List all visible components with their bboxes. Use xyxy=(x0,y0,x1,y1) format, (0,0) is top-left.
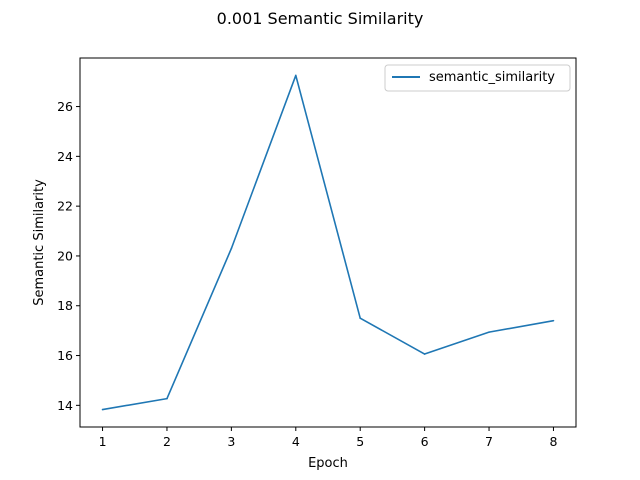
x-tick-label: 6 xyxy=(421,434,429,449)
y-tick-label: 22 xyxy=(57,199,73,214)
series-line-semantic-similarity xyxy=(102,74,554,411)
data-point xyxy=(552,319,555,322)
data-point xyxy=(230,247,233,250)
y-tick-label: 24 xyxy=(57,149,73,164)
y-tick-label: 18 xyxy=(57,298,73,313)
x-tick-label: 5 xyxy=(356,434,364,449)
data-point xyxy=(166,397,168,400)
y-tick-label: 16 xyxy=(57,348,73,363)
x-tick-label: 2 xyxy=(163,434,171,449)
y-axis-label: Semantic Similarity xyxy=(32,179,47,306)
data-point xyxy=(423,353,426,355)
series-group xyxy=(101,74,555,411)
legend: semantic_similarity xyxy=(384,64,571,92)
data-point xyxy=(101,408,104,411)
chart-title: 0.001 Semantic Similarity xyxy=(217,9,424,28)
legend-label-semantic-similarity: semantic_similarity xyxy=(429,70,555,85)
x-axis-label: Epoch xyxy=(308,456,348,471)
y-axis-ticks: 14 16 18 20 22 24 26 xyxy=(57,99,80,413)
x-tick-label: 1 xyxy=(99,434,107,449)
x-tick-label: 4 xyxy=(292,434,300,449)
data-point xyxy=(488,331,490,333)
y-tick-label: 14 xyxy=(57,398,73,413)
x-tick-label: 7 xyxy=(485,434,493,449)
data-point xyxy=(359,317,362,319)
legend-box xyxy=(384,64,571,92)
plot-area-frame xyxy=(79,57,577,428)
y-tick-label: 20 xyxy=(57,248,73,263)
y-tick-label: 26 xyxy=(57,99,73,114)
data-point xyxy=(294,74,297,77)
x-tick-label: 8 xyxy=(549,434,557,449)
x-tick-label: 3 xyxy=(227,434,235,449)
x-axis-ticks: 1 2 3 4 5 6 7 8 xyxy=(99,427,557,449)
